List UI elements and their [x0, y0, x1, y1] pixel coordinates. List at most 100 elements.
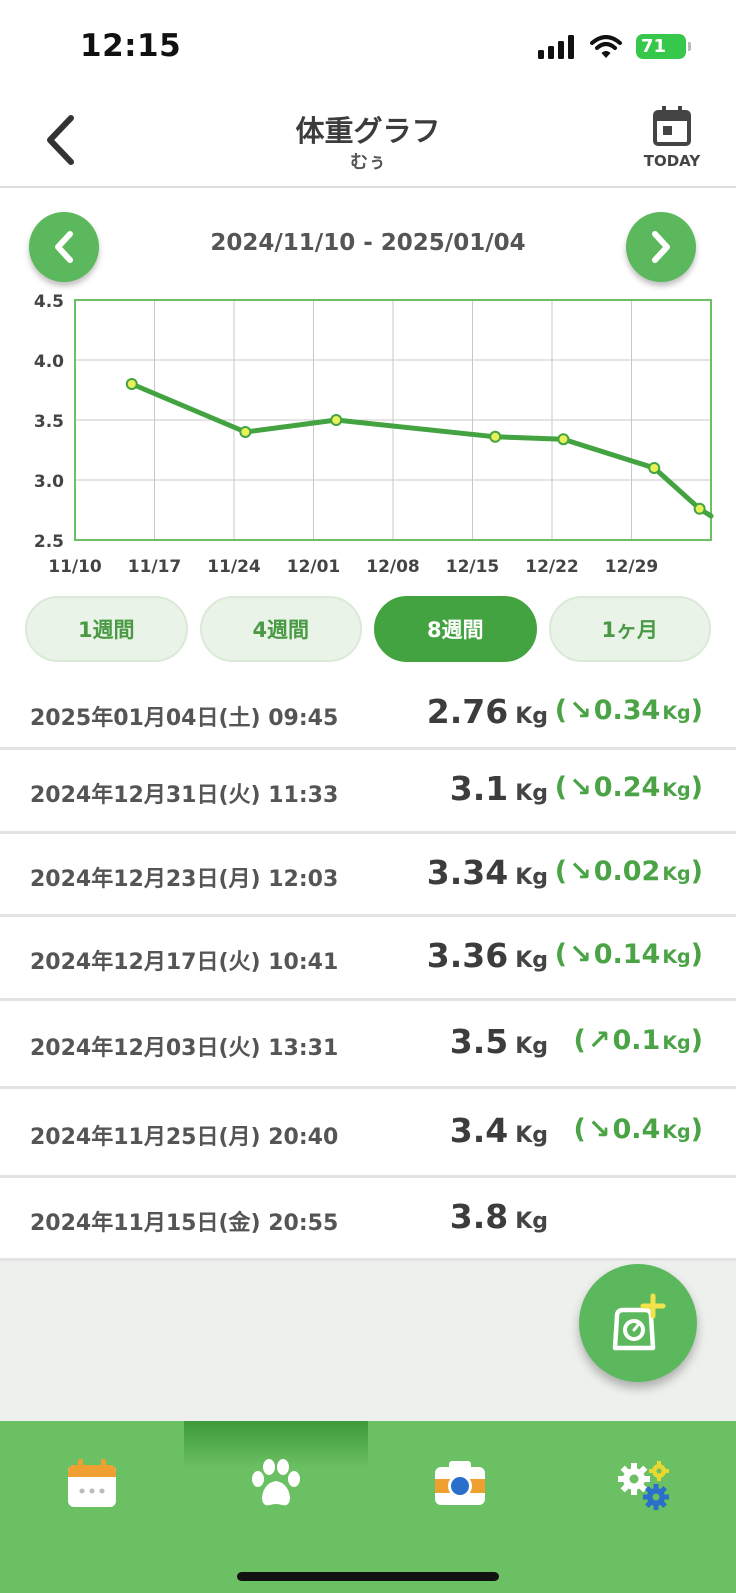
x-tick-label: 12/29: [605, 557, 659, 577]
record-weight: 3.1 Kg: [450, 769, 548, 808]
trend-arrow-icon: ↘: [569, 772, 592, 803]
record-row[interactable]: 2024年11月25日(月) 20:40 3.4 Kg(↘ 0.4 Kg): [0, 1089, 736, 1178]
weight-unit: Kg: [515, 1209, 548, 1234]
x-tick-label: 12/15: [446, 557, 500, 577]
record-row[interactable]: 2024年12月17日(火) 10:41 3.36 Kg(↘ 0.14 Kg): [0, 917, 736, 1001]
battery-level: 71: [641, 36, 667, 57]
nav-camera[interactable]: [368, 1421, 552, 1593]
change-value: 0.14: [593, 939, 661, 970]
status-icons: 71: [538, 34, 691, 59]
record-row[interactable]: 2025年01月04日(土) 09:45 2.76 Kg(↘ 0.34 Kg): [0, 680, 736, 750]
weight-change: (↗ 0.1 Kg): [574, 1025, 703, 1056]
period-tab[interactable]: 8週間: [374, 596, 537, 662]
weight-value: 3.36: [426, 936, 509, 975]
data-point: [693, 502, 706, 515]
period-tab[interactable]: 1週間: [25, 596, 188, 662]
date-range-label: 2024/11/10 - 2025/01/04: [210, 230, 526, 256]
y-tick-label: 4.0: [34, 352, 64, 372]
change-unit: Kg: [662, 779, 691, 801]
paren-open: (: [554, 856, 568, 887]
paren-close: ): [690, 1025, 703, 1056]
record-date: 2024年12月17日(火) 10:41: [30, 950, 339, 975]
x-tick-label: 12/01: [287, 557, 341, 577]
paren-open: (: [573, 1114, 586, 1145]
record-date: 2024年11月15日(金) 20:55: [30, 1211, 339, 1236]
paren-open: (: [554, 772, 568, 803]
change-unit: Kg: [662, 863, 691, 885]
add-weight-button[interactable]: [579, 1264, 697, 1382]
weight-unit: Kg: [515, 1034, 548, 1059]
record-date: 2025年01月04日(土) 09:45: [30, 706, 339, 731]
change-value: 0.1: [612, 1025, 661, 1056]
record-date: 2024年12月03日(火) 13:31: [30, 1036, 339, 1061]
weight-unit: Kg: [515, 865, 548, 890]
record-weight: 3.36 Kg: [427, 936, 548, 975]
previous-range-button[interactable]: [29, 212, 99, 282]
nav-settings[interactable]: [552, 1421, 736, 1593]
period-tab[interactable]: 1ヶ月: [548, 596, 711, 662]
trend-arrow-icon: ↘: [587, 1114, 611, 1145]
y-tick-label: 3.5: [34, 412, 64, 432]
weight-unit: Kg: [515, 704, 548, 729]
weight-series-line: [129, 381, 714, 519]
record-row[interactable]: 2024年12月23日(月) 12:03 3.34 Kg(↘ 0.02 Kg): [0, 834, 736, 917]
change-unit: Kg: [662, 1121, 691, 1143]
weight-line-chart: 4.5 4.0 3.5 3.0 2.5 11/10 11/17 11/24 12/01 12/08…: [34, 292, 714, 577]
data-point: [648, 462, 661, 474]
nav-calendar[interactable]: [0, 1421, 184, 1593]
y-tick-label: 3.0: [34, 472, 64, 492]
change-value: 0.24: [593, 772, 661, 803]
weight-change: (↘ 0.4 Kg): [574, 1114, 703, 1145]
x-tick-label: 11/24: [207, 557, 261, 577]
paw-icon: [252, 1459, 300, 1506]
weight-unit: Kg: [515, 781, 548, 806]
chevron-left-icon: [55, 231, 73, 263]
period-tab[interactable]: 4週間: [199, 596, 362, 662]
weight-change: (↘ 0.14 Kg): [555, 939, 703, 970]
home-indicator: [237, 1572, 499, 1581]
trend-arrow-icon: ↘: [569, 939, 592, 970]
weight-value: 3.4: [449, 1111, 509, 1150]
record-weight: 3.5 Kg: [450, 1022, 548, 1061]
scale-add-icon: [612, 1293, 666, 1351]
back-button[interactable]: [40, 112, 80, 168]
record-date: 2024年12月31日(火) 11:33: [30, 783, 339, 808]
next-range-button[interactable]: [626, 212, 696, 282]
record-date: 2024年11月25日(月) 20:40: [30, 1125, 339, 1150]
x-tick-label: 12/08: [366, 557, 420, 577]
change-value: 0.02: [593, 856, 661, 887]
calendar-today-icon: [653, 106, 691, 146]
data-point: [489, 430, 502, 443]
paren-open: (: [554, 939, 568, 970]
record-weight: 2.76 Kg: [427, 692, 548, 731]
weight-change: (↘ 0.24 Kg): [555, 772, 703, 803]
record-row[interactable]: 2024年11月15日(金) 20:55 3.8 Kg: [0, 1178, 736, 1261]
settings-gears-icon: [618, 1461, 669, 1510]
nav-pet[interactable]: [184, 1421, 368, 1593]
plot-border: [74, 299, 712, 541]
today-button[interactable]: TODAY: [642, 106, 702, 170]
period-tabs: 1週間 4週間 8週間 1ヶ月: [25, 596, 711, 662]
paren-close: ): [690, 695, 703, 726]
data-point: [557, 433, 570, 446]
paren-close: ): [690, 772, 703, 803]
y-tick-label: 2.5: [34, 532, 64, 552]
pet-name: むぅ: [350, 152, 386, 173]
weight-unit: Kg: [515, 948, 548, 973]
camera-icon: [435, 1461, 485, 1505]
chevron-left-icon: [47, 115, 74, 165]
weight-change: (↘ 0.02 Kg): [555, 856, 703, 887]
status-bar: 12:15 71: [0, 0, 736, 90]
record-weight: 3.34 Kg: [427, 853, 548, 892]
change-value: 0.4: [612, 1114, 661, 1145]
signal-icon: [538, 34, 574, 59]
data-point: [330, 414, 343, 426]
change-unit: Kg: [662, 1032, 691, 1054]
y-tick-label: 4.5: [34, 292, 64, 312]
header: 体重グラフ むぅ TODAY: [0, 90, 736, 188]
record-date: 2024年12月23日(月) 12:03: [30, 867, 339, 892]
record-row[interactable]: 2024年12月03日(火) 13:31 3.5 Kg (↗ 0.1 Kg): [0, 1001, 736, 1089]
weight-value: 3.1: [449, 769, 509, 808]
data-point: [125, 378, 138, 390]
record-row[interactable]: 2024年12月31日(火) 11:33 3.1 Kg(↘ 0.24 Kg): [0, 750, 736, 834]
